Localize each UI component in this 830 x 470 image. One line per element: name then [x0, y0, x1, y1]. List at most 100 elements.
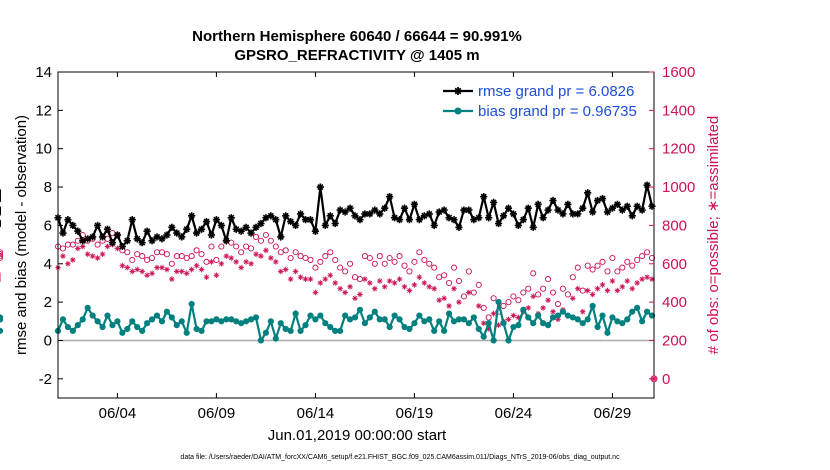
rmse-point: [574, 210, 582, 218]
asterisk-stroke: [100, 251, 105, 257]
bias-point: [277, 320, 284, 327]
asterisk-stroke: [243, 224, 250, 231]
obs-possible-point: [386, 254, 393, 262]
obs-possible-point: [446, 279, 453, 286]
obs-possible-point: [94, 241, 101, 248]
rmse-point: [168, 223, 176, 231]
asterisk-stroke: [426, 284, 432, 290]
rmse-point: [301, 216, 310, 224]
asterisk-stroke: [214, 272, 219, 278]
bias-point: [604, 329, 611, 336]
rmse-point: [554, 206, 562, 214]
obs-possible-point: [485, 314, 492, 321]
bias-point: [589, 302, 596, 310]
x-axis-label: Jun.01,2019 00:00:00 start: [268, 427, 447, 444]
rmse-point: [108, 239, 117, 247]
rmse-point: [410, 200, 419, 208]
bias-point: [376, 316, 383, 323]
obs-assimilated-point: [372, 285, 378, 292]
bias-point: [643, 308, 651, 315]
asterisk-stroke: [540, 214, 547, 221]
obs-possible-point: [426, 260, 433, 267]
asterisk-stroke: [189, 267, 194, 272]
bias-point: [648, 312, 656, 319]
asterisk-stroke: [278, 269, 284, 274]
rmse-point: [64, 216, 72, 224]
rmse-point: [306, 216, 315, 224]
obs-possible-point: [347, 260, 354, 267]
asterisk-stroke: [134, 235, 141, 242]
asterisk-stroke: [283, 267, 288, 272]
obs-possible-point: [500, 302, 507, 310]
obs-possible-point: [648, 254, 656, 262]
obs-assimilated-point: [119, 262, 126, 269]
asterisk-stroke: [99, 233, 106, 241]
obs-possible-point: [257, 237, 265, 244]
asterisk-stroke: [397, 276, 402, 282]
obs-possible-point: [361, 253, 368, 260]
obs-possible-point: [297, 253, 304, 260]
y-tick-label-right: 0: [662, 371, 670, 388]
rmse-point: [173, 229, 181, 237]
asterisk-stroke: [372, 286, 378, 291]
rmse-point: [490, 198, 498, 206]
asterisk-stroke: [213, 216, 220, 223]
asterisk-stroke: [199, 267, 204, 272]
asterisk-stroke: [515, 222, 522, 229]
obs-assimilated-point: [639, 276, 645, 282]
obs-possible-point: [589, 266, 596, 273]
obs-assimilated-point: [198, 266, 205, 273]
obs-assimilated-point: [530, 293, 537, 300]
obs-possible-point: [198, 251, 205, 258]
bias-point: [554, 312, 562, 319]
rmse-point: [381, 204, 389, 212]
asterisk-stroke: [491, 311, 496, 316]
bias-point: [624, 316, 631, 323]
rmse-point: [633, 202, 641, 210]
asterisk-stroke: [332, 220, 339, 227]
rmse-point: [113, 231, 122, 239]
obs-possible-point: [277, 249, 284, 256]
bias-point: [282, 325, 289, 333]
bias-point: [426, 316, 433, 323]
asterisk-stroke: [313, 290, 318, 295]
rmse-point: [282, 212, 290, 220]
obs-possible-point: [332, 256, 339, 263]
obs-possible-point: [490, 295, 497, 302]
obs-assimilated-point: [268, 255, 274, 261]
obs-possible-point: [327, 249, 334, 256]
asterisk-stroke: [282, 212, 289, 219]
rmse-point: [346, 204, 354, 212]
asterisk-stroke: [327, 272, 333, 278]
obs-possible-point: [69, 241, 76, 248]
asterisk-stroke: [90, 253, 95, 259]
obs-assimilated-point: [203, 274, 210, 280]
obs-assimilated-point: [75, 245, 81, 252]
obs-possible-point: [619, 264, 626, 271]
obs-assimilated-point: [401, 283, 408, 290]
bias-point: [188, 300, 195, 308]
asterisk-stroke: [495, 220, 502, 227]
rmse-point: [405, 216, 414, 224]
asterisk-stroke: [530, 294, 536, 299]
asterisk-stroke: [70, 257, 76, 263]
asterisk-stroke: [451, 286, 457, 291]
bias-point: [411, 320, 418, 327]
asterisk-stroke: [327, 212, 334, 219]
obs-possible-point: [559, 285, 566, 292]
obs-assimilated-point: [233, 259, 240, 265]
obs-assimilated-point: [545, 297, 551, 303]
obs-assimilated-point: [317, 280, 324, 286]
y-tick-label-left: 12: [35, 102, 52, 119]
obs-possible-point: [356, 276, 364, 283]
asterisk-stroke: [520, 216, 527, 223]
rmse-point: [103, 225, 112, 233]
y-tick-label-right: 600: [662, 256, 687, 273]
asterisk-stroke: [441, 296, 447, 301]
obs-possible-point: [525, 285, 532, 292]
bias-point: [544, 322, 552, 329]
obs-assimilated-point: [357, 291, 363, 298]
obs-possible-point: [312, 264, 319, 271]
obs-assimilated-point: [292, 268, 299, 275]
bias-point: [173, 322, 180, 329]
